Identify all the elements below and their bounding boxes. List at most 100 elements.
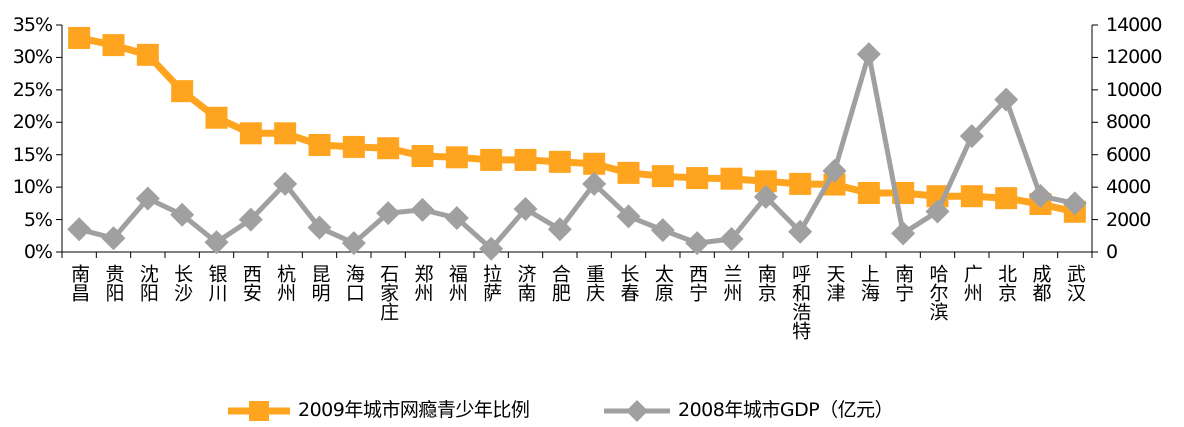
data-point-series-2 xyxy=(410,197,435,222)
data-point-series-1 xyxy=(68,26,91,49)
x-tick-label: 北京 xyxy=(995,264,1018,302)
data-point-series-1 xyxy=(789,172,812,195)
legend-marker-square xyxy=(249,401,269,421)
x-tick-label: 太原 xyxy=(651,264,674,302)
data-point-series-1 xyxy=(342,135,365,158)
data-point-series-1 xyxy=(239,122,262,145)
y-left-tick-label: 5% xyxy=(23,208,53,231)
data-point-series-2 xyxy=(822,158,847,183)
x-tick-label: 银川 xyxy=(205,264,228,302)
y-right-tick-label: 12000 xyxy=(1106,46,1162,69)
data-point-series-2 xyxy=(856,42,881,67)
data-point-series-1 xyxy=(720,167,743,190)
x-tick-label: 南宁 xyxy=(892,264,915,302)
x-tick-label: 西安 xyxy=(239,264,262,302)
x-tick-label: 长春 xyxy=(617,264,640,302)
x-tick-label: 郑州 xyxy=(411,264,434,302)
data-point-series-2 xyxy=(170,202,195,227)
data-point-series-2 xyxy=(616,204,641,229)
data-point-series-2 xyxy=(444,205,469,230)
data-point-series-2 xyxy=(101,226,126,251)
data-point-series-1 xyxy=(960,185,983,208)
data-point-series-1 xyxy=(651,165,674,188)
x-tick-label: 沈阳 xyxy=(136,264,159,302)
legend-swatch-1 xyxy=(228,401,290,421)
data-point-series-1 xyxy=(857,181,880,204)
series-2 xyxy=(67,42,1087,261)
x-tick-label: 兰州 xyxy=(720,264,743,302)
data-point-series-2 xyxy=(891,221,916,246)
data-point-series-1 xyxy=(377,137,400,160)
data-point-series-2 xyxy=(788,219,813,244)
data-point-series-2 xyxy=(959,124,984,149)
data-point-series-1 xyxy=(514,148,537,171)
data-point-series-2 xyxy=(1062,191,1087,216)
data-point-series-2 xyxy=(513,197,538,222)
legend-swatch-2 xyxy=(604,400,670,422)
data-point-series-1 xyxy=(480,148,503,171)
x-tick-label: 上海 xyxy=(857,264,880,302)
y-left-tick-label: 30% xyxy=(12,46,53,69)
x-tick-label: 南京 xyxy=(754,264,777,302)
data-point-series-1 xyxy=(754,170,777,193)
data-point-series-2 xyxy=(1028,184,1053,209)
x-tick-label: 合肥 xyxy=(548,264,571,302)
data-point-series-1 xyxy=(995,187,1018,210)
series-1 xyxy=(68,26,1086,223)
data-point-series-2 xyxy=(925,199,950,224)
y-right-tick-label: 2000 xyxy=(1106,208,1151,231)
x-tick-label: 海口 xyxy=(342,264,365,302)
y-left-tick-label: 10% xyxy=(12,176,53,199)
data-point-series-1 xyxy=(617,161,640,184)
series-line-1 xyxy=(78,34,1076,216)
y-left-tick-label: 35% xyxy=(12,14,53,36)
legend-marker-diamond xyxy=(626,400,648,422)
data-point-series-2 xyxy=(67,217,92,242)
data-point-series-1 xyxy=(548,150,571,173)
x-tick-label: 武汉 xyxy=(1063,264,1086,302)
data-point-series-1 xyxy=(136,43,159,66)
x-tick-label: 成都 xyxy=(1029,264,1052,302)
data-point-series-2 xyxy=(479,236,504,261)
y-left-tick-label: 0% xyxy=(23,241,53,263)
data-point-series-2 xyxy=(685,231,710,256)
y-right-tick-label: 8000 xyxy=(1106,111,1151,134)
x-tick-label: 福州 xyxy=(445,264,468,302)
y-left-tick-label: 25% xyxy=(12,78,53,101)
x-tick-label: 长沙 xyxy=(171,264,194,302)
x-tick-label: 昆明 xyxy=(308,264,331,302)
data-point-series-2 xyxy=(273,171,298,196)
data-point-series-2 xyxy=(650,218,675,243)
x-tick-label: 石家庄 xyxy=(377,264,400,321)
data-point-series-2 xyxy=(341,231,366,256)
data-point-series-1 xyxy=(583,152,606,175)
data-point-series-2 xyxy=(376,201,401,226)
y-right-tick-label: 4000 xyxy=(1106,176,1151,199)
data-point-series-1 xyxy=(102,34,125,57)
data-point-series-1 xyxy=(171,80,194,103)
x-tick-label: 哈尔滨 xyxy=(926,264,949,321)
x-tick-label: 天津 xyxy=(823,264,846,302)
x-tick-label: 拉萨 xyxy=(480,264,503,302)
y-right-tick-label: 6000 xyxy=(1106,143,1151,166)
data-point-series-2 xyxy=(204,230,229,255)
data-point-series-2 xyxy=(719,227,744,252)
y-right-tick-label: 0 xyxy=(1106,241,1118,263)
data-point-series-2 xyxy=(753,184,778,209)
x-tick-label: 西宁 xyxy=(686,264,709,302)
x-tick-label: 贵阳 xyxy=(102,264,125,302)
y-right-tick-label: 14000 xyxy=(1106,14,1162,36)
x-tick-label: 重庆 xyxy=(583,264,606,302)
x-tick-label: 杭州 xyxy=(274,264,297,302)
data-point-series-1 xyxy=(274,122,297,145)
x-tick-label: 广州 xyxy=(960,264,983,302)
data-point-series-1 xyxy=(445,146,468,169)
legend-label-2: 2008年城市GDP（亿元） xyxy=(678,399,894,421)
data-point-series-2 xyxy=(582,171,607,196)
data-point-series-1 xyxy=(308,133,331,156)
x-tick-label: 呼和浩特 xyxy=(789,264,812,340)
y-right-tick-label: 10000 xyxy=(1106,78,1162,101)
series-line-2 xyxy=(78,51,1076,252)
